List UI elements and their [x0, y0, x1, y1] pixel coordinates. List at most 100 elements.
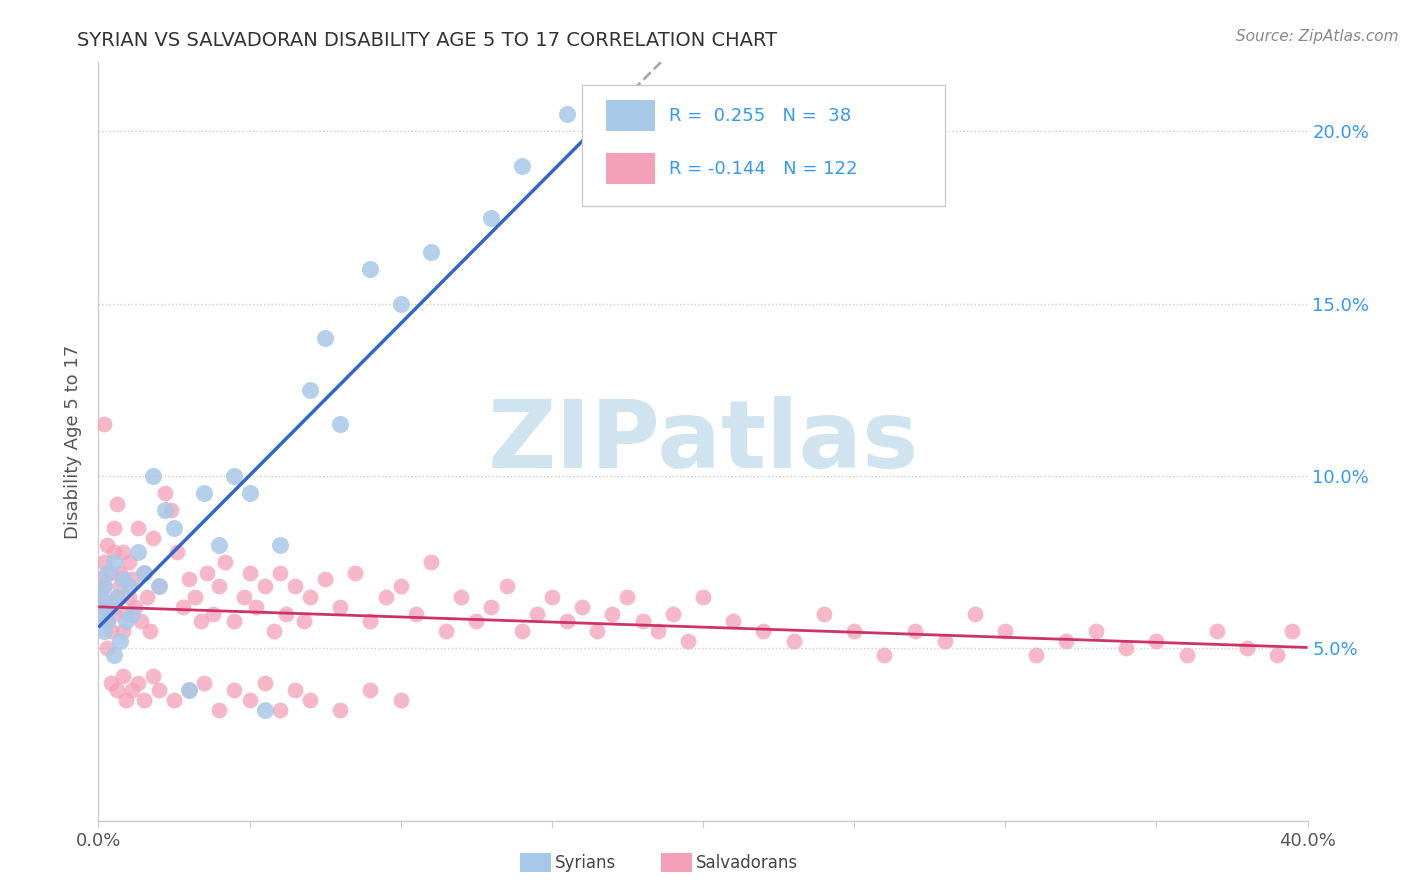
- Point: [405, 607, 427, 621]
- Point: [481, 599, 503, 614]
- Point: [96, 614, 118, 628]
- Point: [571, 599, 593, 614]
- Point: [111, 669, 134, 683]
- Point: [616, 590, 638, 604]
- Point: [253, 703, 276, 717]
- Bar: [606, 153, 655, 184]
- Point: [1281, 624, 1303, 639]
- Point: [389, 296, 412, 310]
- Point: [360, 682, 382, 697]
- Point: [420, 555, 443, 569]
- Point: [602, 607, 624, 621]
- Point: [96, 614, 118, 628]
- Point: [96, 641, 118, 656]
- Point: [510, 624, 533, 639]
- Point: [239, 486, 262, 500]
- Point: [965, 607, 987, 621]
- Point: [105, 682, 128, 697]
- Point: [299, 383, 322, 397]
- Point: [602, 159, 624, 173]
- Point: [676, 634, 699, 648]
- Point: [1115, 641, 1137, 656]
- Bar: [606, 101, 655, 130]
- Point: [434, 624, 457, 639]
- Point: [100, 566, 122, 580]
- Point: [314, 573, 336, 587]
- Point: [96, 538, 118, 552]
- Point: [555, 107, 578, 121]
- Point: [172, 599, 194, 614]
- Point: [329, 703, 352, 717]
- Point: [555, 614, 578, 628]
- Point: [93, 624, 115, 639]
- Point: [420, 244, 443, 259]
- Point: [139, 624, 162, 639]
- Point: [103, 521, 125, 535]
- Point: [103, 555, 125, 569]
- Point: [813, 607, 835, 621]
- Point: [108, 634, 131, 648]
- Text: Source: ZipAtlas.com: Source: ZipAtlas.com: [1236, 29, 1399, 44]
- Point: [752, 624, 775, 639]
- Point: [783, 634, 806, 648]
- Point: [873, 648, 896, 663]
- Point: [329, 599, 352, 614]
- Point: [179, 682, 201, 697]
- Point: [121, 682, 143, 697]
- Point: [495, 579, 517, 593]
- Point: [100, 675, 122, 690]
- Point: [389, 693, 412, 707]
- Point: [274, 607, 297, 621]
- Point: [127, 545, 149, 559]
- Point: [269, 566, 291, 580]
- Point: [360, 614, 382, 628]
- Point: [93, 417, 115, 432]
- Point: [1024, 648, 1046, 663]
- Point: [263, 624, 285, 639]
- FancyBboxPatch shape: [582, 85, 945, 207]
- Point: [108, 579, 131, 593]
- Point: [208, 703, 231, 717]
- Point: [96, 566, 118, 580]
- Point: [292, 614, 315, 628]
- Point: [329, 417, 352, 432]
- Point: [132, 566, 155, 580]
- Point: [299, 590, 322, 604]
- Point: [224, 614, 246, 628]
- Point: [360, 262, 382, 277]
- Point: [208, 579, 231, 593]
- Point: [195, 566, 218, 580]
- Point: [299, 693, 322, 707]
- Point: [121, 607, 143, 621]
- Point: [148, 579, 170, 593]
- Text: R = -0.144   N = 122: R = -0.144 N = 122: [669, 160, 858, 178]
- Point: [540, 590, 562, 604]
- Point: [114, 607, 136, 621]
- Point: [193, 486, 215, 500]
- Point: [142, 669, 165, 683]
- Point: [114, 614, 136, 628]
- Point: [148, 682, 170, 697]
- Point: [142, 469, 165, 483]
- Point: [135, 590, 157, 604]
- Point: [93, 579, 115, 593]
- Point: [1175, 648, 1198, 663]
- Point: [389, 579, 412, 593]
- Point: [105, 590, 128, 604]
- Point: [1085, 624, 1108, 639]
- Point: [239, 693, 262, 707]
- Point: [224, 682, 246, 697]
- Point: [142, 531, 165, 545]
- Point: [1144, 634, 1167, 648]
- Point: [232, 590, 254, 604]
- Point: [269, 538, 291, 552]
- Point: [111, 624, 134, 639]
- Point: [124, 599, 146, 614]
- Point: [481, 211, 503, 225]
- Point: [121, 573, 143, 587]
- Point: [179, 682, 201, 697]
- Point: [111, 573, 134, 587]
- Point: [314, 331, 336, 345]
- Point: [153, 503, 176, 517]
- Point: [132, 566, 155, 580]
